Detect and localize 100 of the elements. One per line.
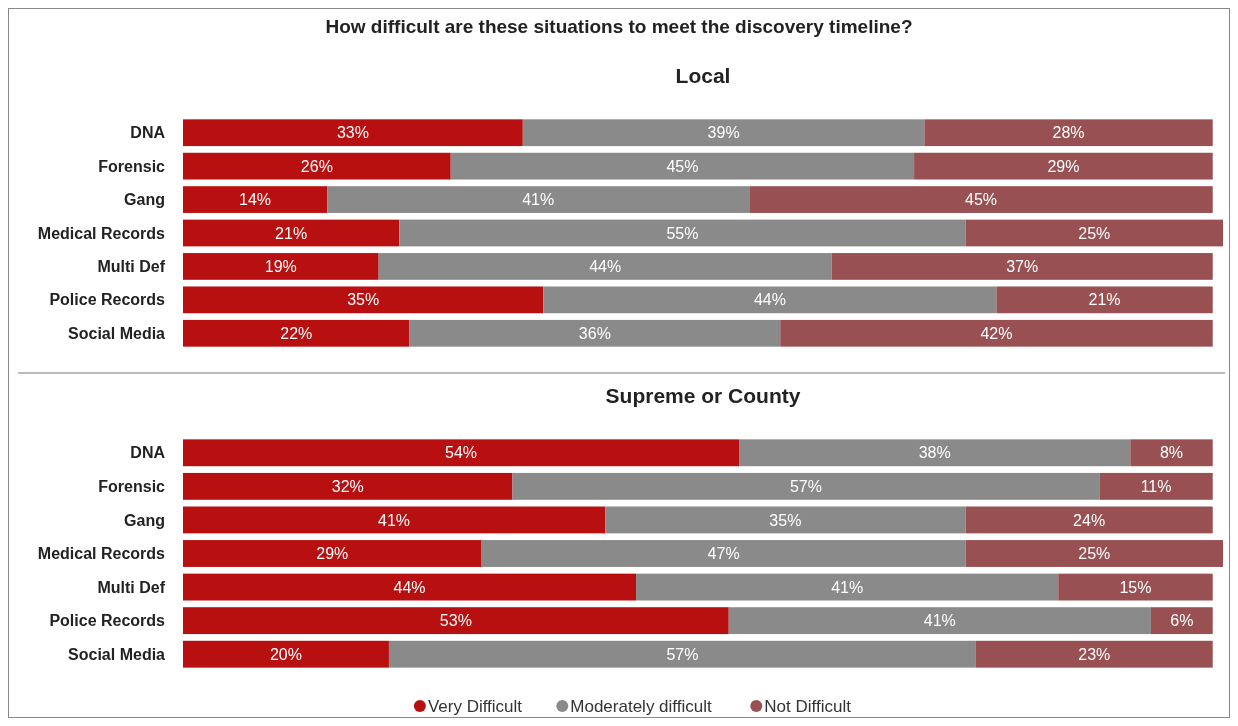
y-tick-label: Forensic bbox=[98, 157, 166, 175]
bar bbox=[183, 119, 523, 147]
bar bbox=[378, 253, 832, 280]
chart-title: Supreme or County bbox=[605, 384, 801, 407]
data-label: 41% bbox=[831, 578, 864, 596]
data-label: 21% bbox=[1088, 291, 1121, 309]
data-label: 20% bbox=[269, 645, 302, 663]
bar bbox=[183, 439, 740, 467]
bar bbox=[1099, 472, 1213, 500]
data-label: 44% bbox=[589, 258, 622, 276]
data-label: 33% bbox=[336, 124, 369, 142]
data-label: 11% bbox=[1140, 477, 1172, 495]
data-label: 41% bbox=[522, 191, 555, 209]
y-tick-label: Medical Records bbox=[37, 224, 166, 242]
bar bbox=[399, 219, 966, 247]
data-label: 24% bbox=[1073, 511, 1106, 529]
bar bbox=[749, 186, 1213, 213]
data-label: 41% bbox=[378, 511, 411, 529]
data-label: 26% bbox=[300, 157, 333, 175]
bar bbox=[512, 472, 1100, 500]
bar bbox=[409, 319, 781, 347]
bar bbox=[183, 540, 482, 567]
data-label: 57% bbox=[789, 477, 822, 495]
data-label: 35% bbox=[347, 291, 380, 309]
data-label: 19% bbox=[264, 258, 297, 276]
data-label: 32% bbox=[331, 477, 364, 495]
bar bbox=[183, 472, 513, 500]
bar bbox=[183, 152, 451, 180]
bar bbox=[739, 439, 1131, 467]
data-label: 21% bbox=[275, 224, 308, 242]
data-label: 41% bbox=[923, 612, 956, 630]
bar bbox=[831, 253, 1213, 280]
y-tick-label: Social Media bbox=[68, 324, 166, 342]
bar bbox=[965, 506, 1213, 534]
bar bbox=[388, 640, 976, 668]
chart-title: How difficult are these situations to meet the discovery timeline? bbox=[325, 16, 913, 37]
bar bbox=[183, 607, 729, 635]
bar bbox=[183, 319, 410, 347]
data-label: 36% bbox=[578, 324, 611, 342]
data-label: 44% bbox=[393, 578, 426, 596]
data-label: 54% bbox=[445, 444, 478, 462]
bar bbox=[1058, 573, 1213, 601]
bar bbox=[522, 119, 925, 147]
y-tick-label: DNA bbox=[130, 124, 166, 142]
y-tick-label: DNA bbox=[130, 444, 166, 462]
bar bbox=[183, 640, 389, 668]
bar bbox=[327, 186, 750, 213]
y-tick-label: Police Records bbox=[49, 612, 166, 630]
data-label: 57% bbox=[666, 645, 699, 663]
data-label: 42% bbox=[980, 324, 1013, 342]
bar bbox=[924, 119, 1213, 147]
bar bbox=[481, 540, 966, 567]
data-label: 29% bbox=[1047, 157, 1080, 175]
data-label: 45% bbox=[965, 191, 998, 209]
legend-label: Not Difficult bbox=[764, 696, 852, 716]
bar bbox=[605, 506, 966, 534]
bar bbox=[996, 286, 1213, 314]
bar bbox=[183, 219, 400, 247]
bar bbox=[975, 640, 1213, 668]
data-label: 25% bbox=[1078, 545, 1111, 563]
data-label: 55% bbox=[666, 224, 699, 242]
bar bbox=[1150, 607, 1213, 635]
bar bbox=[780, 319, 1213, 347]
bar bbox=[965, 540, 1223, 567]
legend-label: Very Difficult bbox=[427, 696, 523, 716]
bar bbox=[636, 573, 1059, 601]
bar bbox=[1130, 439, 1213, 467]
data-label: 44% bbox=[753, 291, 786, 309]
bar bbox=[728, 607, 1151, 635]
bar bbox=[183, 286, 544, 314]
data-label: 15% bbox=[1119, 578, 1152, 596]
y-tick-label: Police Records bbox=[49, 291, 166, 309]
legend-label: Moderately difficult bbox=[570, 696, 712, 716]
data-label: 53% bbox=[439, 612, 472, 630]
data-label: 14% bbox=[239, 191, 272, 209]
bar bbox=[914, 152, 1213, 180]
data-label: 45% bbox=[666, 157, 699, 175]
data-label: 23% bbox=[1078, 645, 1111, 663]
y-tick-label: Multi Def bbox=[97, 578, 166, 596]
data-label: 28% bbox=[1052, 124, 1085, 142]
data-label: 39% bbox=[707, 124, 740, 142]
data-label: 6% bbox=[1170, 612, 1194, 630]
data-label: 25% bbox=[1078, 224, 1111, 242]
data-label: 37% bbox=[1006, 258, 1039, 276]
bar bbox=[183, 253, 379, 280]
data-label: 29% bbox=[316, 545, 349, 563]
chart-subtitle: Local bbox=[675, 64, 731, 87]
bar bbox=[543, 286, 997, 314]
bar bbox=[965, 219, 1223, 247]
bar bbox=[183, 506, 606, 534]
bar bbox=[183, 573, 637, 601]
y-tick-label: Multi Def bbox=[97, 258, 166, 276]
y-tick-label: Gang bbox=[124, 191, 165, 209]
data-label: 22% bbox=[280, 324, 313, 342]
y-tick-label: Social Media bbox=[68, 645, 166, 663]
data-label: 35% bbox=[769, 511, 802, 529]
y-tick-label: Medical Records bbox=[37, 545, 166, 563]
data-label: 38% bbox=[918, 444, 951, 462]
y-tick-label: Forensic bbox=[98, 477, 166, 495]
bar bbox=[183, 186, 328, 213]
